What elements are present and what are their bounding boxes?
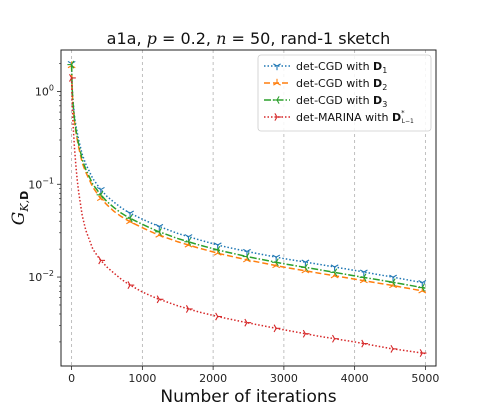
legend-entry: det-CGD with D1: [264, 60, 387, 75]
series-marker: [301, 263, 308, 272]
x-tick-label: 5000: [411, 372, 439, 385]
y-axis-label: GK,D: [9, 191, 31, 225]
series-marker: [273, 324, 281, 333]
legend: det-CGD with D1 det-CGD with D2 det-CGD wi…: [257, 54, 432, 132]
legend-entry: det-CGD with D3: [264, 94, 387, 109]
series-marker: [272, 96, 280, 104]
x-tick-label: 1000: [128, 372, 156, 385]
y-tick-label: 10−1: [28, 176, 54, 191]
legend-entry: det-MARINA with D* L−1: [264, 109, 414, 125]
series-marker: [215, 312, 222, 321]
series-marker: [98, 256, 106, 265]
series-marker: [243, 248, 251, 256]
series-3: [67, 60, 426, 292]
y-label-main: G: [9, 212, 29, 226]
series-marker: [390, 344, 398, 353]
x-tick-label: 3000: [270, 372, 298, 385]
series-line: [70, 77, 426, 355]
series-marker: [359, 273, 367, 282]
series-marker: [419, 349, 427, 357]
series-marker: [242, 252, 250, 261]
legend-label: det-CGD with D2: [296, 77, 387, 92]
series-marker: [332, 334, 339, 343]
series-marker: [418, 283, 425, 292]
series-marker: [244, 318, 252, 327]
series-1: [67, 60, 427, 287]
series-marker: [274, 113, 282, 121]
series-marker: [184, 234, 193, 241]
title-text-1: a1a,: [107, 29, 147, 48]
title-var-p: p: [147, 29, 157, 48]
ticks: 0 1000 2000 3000 4000 5000 100 10−1 10−2: [28, 63, 439, 385]
x-tick-label: 2000: [199, 372, 227, 385]
y-label-sub-k: K,: [18, 200, 31, 213]
series-marker: [301, 259, 310, 267]
plot-frame: [60, 49, 437, 367]
series-marker: [96, 186, 105, 194]
series-marker: [302, 329, 310, 338]
series-marker: [185, 305, 193, 313]
series-marker: [273, 78, 281, 86]
series-marker: [67, 60, 75, 69]
series-marker: [125, 214, 133, 223]
series-marker: [388, 278, 396, 287]
series-marker: [155, 227, 162, 236]
series-marker: [96, 190, 104, 199]
series-marker: [213, 242, 222, 250]
series-marker: [271, 258, 279, 267]
y-tick-label: 100: [35, 83, 54, 98]
title-text-3: = 50, rand-1 sketch: [226, 29, 390, 48]
series-marker: [213, 245, 221, 254]
series-marker: [126, 210, 134, 218]
series-marker: [361, 339, 369, 348]
legend-label: det-MARINA with D* L−1: [296, 109, 414, 125]
grid: [71, 50, 426, 366]
series-marker: [272, 254, 281, 262]
series-line: [70, 63, 426, 284]
title-var-n: n: [216, 29, 226, 48]
y-tick-label: 10−2: [28, 269, 54, 284]
legend-box: [257, 54, 432, 132]
series-marker: [330, 264, 339, 272]
series-marker: [273, 63, 281, 71]
title-text-2: = 0.2,: [157, 29, 216, 48]
legend-entry: det-CGD with D2: [264, 77, 387, 92]
chart-title: a1a, p = 0.2, n = 50, rand-1 sketch: [107, 29, 391, 48]
series-marker: [359, 269, 368, 277]
series-marker: [69, 74, 76, 82]
x-tick-label: 0: [68, 372, 75, 385]
x-tick-label: 4000: [341, 372, 369, 385]
x-axis-label: Number of iterations: [160, 387, 336, 407]
series-marker: [418, 279, 427, 287]
y-label-sub-d: D: [18, 191, 31, 200]
legend-label: det-CGD with D3: [296, 94, 387, 109]
series-marker: [155, 223, 164, 231]
series-marker: [184, 237, 192, 246]
series-marker: [156, 295, 164, 304]
series-marker: [389, 274, 397, 282]
series-4: [69, 74, 427, 357]
series-marker: [127, 281, 135, 290]
series-layer: [67, 60, 427, 357]
legend-label: det-CGD with D1: [296, 60, 387, 75]
series-marker: [330, 268, 338, 277]
series-line: [70, 64, 426, 289]
